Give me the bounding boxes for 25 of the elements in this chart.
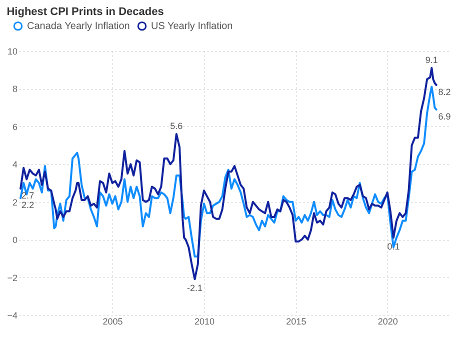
annotation: 9.1: [425, 54, 438, 65]
annotation: 6.9: [438, 111, 451, 122]
y-tick-label: 2: [12, 197, 18, 208]
annotation: 5.6: [170, 120, 183, 131]
y-tick-label: 8: [12, 84, 18, 94]
line-series: [20, 86, 438, 258]
y-tick-label: 6: [12, 122, 18, 132]
legend-label: US Yearly Inflation: [151, 21, 233, 32]
legend-label: Canada Yearly Inflation: [27, 21, 130, 32]
annotation: 2.2: [22, 200, 34, 210]
y-tick-label: −4: [7, 310, 18, 320]
chart-title: Highest CPI Prints in Decades: [6, 6, 164, 18]
y-tick-label: 10: [7, 46, 18, 56]
x-tick-label: 2005: [102, 316, 123, 326]
annotation: 0.1: [387, 242, 400, 252]
x-tick-label: 2020: [378, 316, 398, 326]
y-tick-label: 4: [12, 160, 18, 170]
annotation: -2.1: [186, 283, 203, 294]
x-tick-label: 2010: [194, 316, 215, 326]
line-series: [20, 66, 438, 280]
x-tick-label: 2015: [286, 316, 306, 326]
annotation: 8.2: [438, 86, 451, 97]
y-tick-label: 0: [12, 235, 18, 246]
y-tick-label: −2: [7, 272, 18, 283]
annotation: 2.7: [22, 190, 34, 201]
